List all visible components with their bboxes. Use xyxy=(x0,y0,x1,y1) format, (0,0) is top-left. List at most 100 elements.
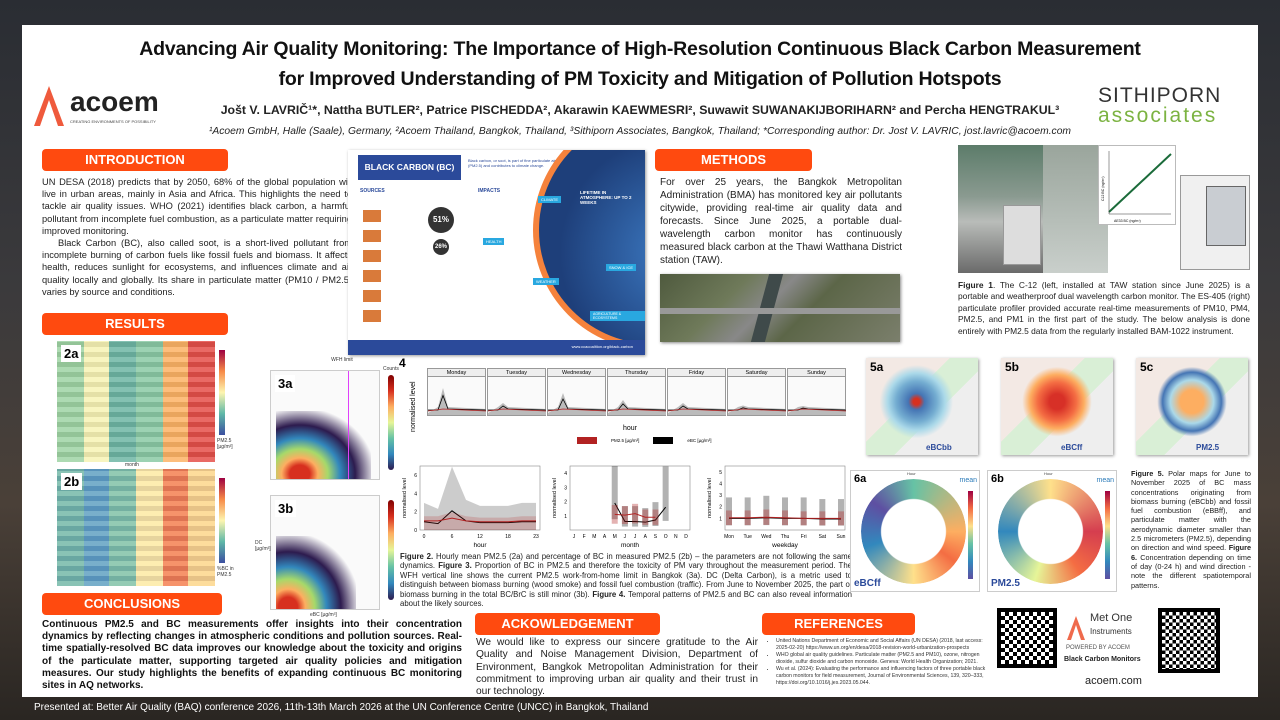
y-tick-label: 5 xyxy=(719,470,722,476)
caption-figure-label: Figure 6. xyxy=(1131,543,1251,562)
annulus-variable: PM2.5 xyxy=(991,578,1020,589)
annulus-mean-label: mean xyxy=(959,477,977,484)
day-panel-lines xyxy=(727,405,787,415)
figure-6-polar-annuli: 6a eBCff mean Hour 6b PM2.5 mean Hour xyxy=(850,470,1125,595)
day-panel-label: Saturday xyxy=(728,369,785,377)
annulus-mean-label: mean xyxy=(1096,477,1114,484)
scatter-3b: 3b xyxy=(270,495,380,610)
colorbar-2a xyxy=(219,350,225,435)
acoem-a-icon xyxy=(34,86,64,126)
x-tick-label: J xyxy=(624,534,627,540)
y-tick-label: 4 xyxy=(564,471,567,477)
sources-icons xyxy=(363,210,381,330)
day-panel-label: Wednesday xyxy=(548,369,605,377)
x-tick-label: N xyxy=(674,534,678,540)
day-panel: Wednesday xyxy=(547,368,607,416)
wfh-label: WFH limit xyxy=(331,357,353,363)
references-list: United Nations Department of Economic an… xyxy=(766,638,990,687)
x-tick-label: M xyxy=(613,534,617,540)
figure-5-polar-maps: 5a eBCbb 5b eBCff 5c PM2.5 xyxy=(866,358,1251,458)
introduction-header: INTRODUCTION xyxy=(42,149,228,171)
chart-frame xyxy=(569,465,691,531)
figure-4-xlabel: hour xyxy=(623,425,638,432)
series-line-ebc xyxy=(423,510,536,525)
day-panel-lines xyxy=(547,393,607,415)
x-tick-label: D xyxy=(684,534,688,540)
sithiporn-wordmark: SITHIPORN xyxy=(1098,84,1222,107)
x-tick-label: 23 xyxy=(533,534,539,540)
acoem-site-link[interactable]: acoem.com xyxy=(1085,675,1142,687)
distribution-box xyxy=(782,497,788,526)
x-axis-label: month xyxy=(621,542,639,549)
introduction-text: UN DESA (2018) predicts that by 2050, 68… xyxy=(42,176,352,298)
transport-pct: 26% xyxy=(433,239,449,255)
figure-2b-label: 2b xyxy=(61,473,83,490)
methods-text: For over 25 years, the Bangkok Metropoli… xyxy=(660,177,902,266)
day-panel: Saturday xyxy=(727,368,787,416)
intro-paragraph-2: Black Carbon (BC), also called soot, is … xyxy=(42,238,352,297)
es405-instrument-photo xyxy=(1180,175,1250,270)
counts-legend-3a xyxy=(388,375,394,470)
figure-2-3-4-caption: Figure 2. Hourly mean PM2.5 (2a) and per… xyxy=(400,552,852,608)
y-tick-label: 3 xyxy=(564,485,567,491)
polar-map-5c: 5c PM2.5 xyxy=(1136,358,1248,455)
annulus-colorbar xyxy=(968,491,973,579)
figure-1-caption: Figure 1. The C-12 (left, installed at T… xyxy=(958,280,1250,337)
series-band xyxy=(424,512,536,530)
distribution-box xyxy=(763,495,770,526)
polar-map-5a: 5a eBCbb xyxy=(866,358,978,455)
inset-x-label: AE33 BC (ng/m³) xyxy=(1114,219,1141,223)
sithiporn-sub: associates xyxy=(1098,104,1218,127)
scatter-3a-points xyxy=(276,411,371,479)
annulus-hour-label: Hour xyxy=(907,471,916,476)
x-tick-label: S xyxy=(654,534,658,540)
powered-by: POWERED BY ACOEM xyxy=(1066,645,1130,651)
caption-text: Polar maps for June to November 2025 of … xyxy=(1131,469,1251,553)
acoem-wordmark: acoem xyxy=(70,86,159,117)
title-line-1: Advancing Air Quality Monitoring: The Im… xyxy=(139,38,1141,60)
reference-item: United Nations Department of Economic an… xyxy=(776,638,990,652)
polar-map-label: 5b xyxy=(1005,360,1020,374)
distribution-box xyxy=(611,466,618,520)
distribution-box xyxy=(632,506,639,527)
figure-2a-label: 2a xyxy=(61,345,82,362)
x-tick-label: A xyxy=(603,534,607,540)
distribution-box xyxy=(819,499,826,526)
met-one-brand: Met One xyxy=(1090,612,1133,624)
x-tick-label: Mon xyxy=(724,534,734,540)
figure-4-panels: Monday Tuesday Wednesday Thursday Friday Satu… xyxy=(427,368,847,416)
polar-annulus-6b: 6b PM2.5 mean Hour xyxy=(987,470,1117,592)
es405-panel xyxy=(1206,186,1246,246)
chart-frame xyxy=(419,465,541,531)
day-panel-lines xyxy=(427,388,487,415)
figure-3b-label: 3b xyxy=(275,500,297,517)
household-energy-pct: 51% xyxy=(428,207,454,233)
heatmap-2a-xlabel: month xyxy=(125,462,139,468)
distribution-box xyxy=(662,466,669,521)
qr-code-left[interactable] xyxy=(997,608,1057,668)
distribution-box xyxy=(652,502,659,527)
caption-text: Hourly mean PM2.5 (2a) and percentage of… xyxy=(400,552,853,571)
x-tick-label: Fri xyxy=(801,534,807,540)
colorbar-2b xyxy=(219,478,225,563)
qr-code-right[interactable] xyxy=(1158,608,1220,673)
colorbar-2b-label: %BC in PM2.5 xyxy=(217,566,234,578)
polar-annulus-6a: 6a eBCff mean Hour xyxy=(850,470,980,592)
figure-4-legend: PM2.5 [µg/m³] eBC [µg/m³] xyxy=(577,437,711,444)
caption-text: Temporal patterns of PM2.5 and BC can al… xyxy=(400,589,852,609)
y-tick-label: 1 xyxy=(719,516,722,522)
y-tick-label: 0 xyxy=(414,528,417,534)
product-label: Black Carbon Monitors xyxy=(1064,656,1141,663)
ebc-axis-label: eBC [µg/m³] xyxy=(310,612,337,618)
caption-text: Proportion of BC in PM2.5 and therefore … xyxy=(400,561,852,599)
annulus-label: 6b xyxy=(991,473,1004,485)
met-one-logo-icon xyxy=(1067,616,1085,640)
station-photo-2 xyxy=(1043,145,1108,273)
series-line-pm25 xyxy=(614,513,656,518)
caption-text: Concentration depending on time of day (… xyxy=(1131,552,1251,590)
annulus-hour-label: Hour xyxy=(1044,471,1053,476)
conclusions-header: CONCLUSIONS xyxy=(42,593,222,615)
x-tick-label: A xyxy=(644,534,648,540)
day-panel: Monday xyxy=(427,368,487,416)
